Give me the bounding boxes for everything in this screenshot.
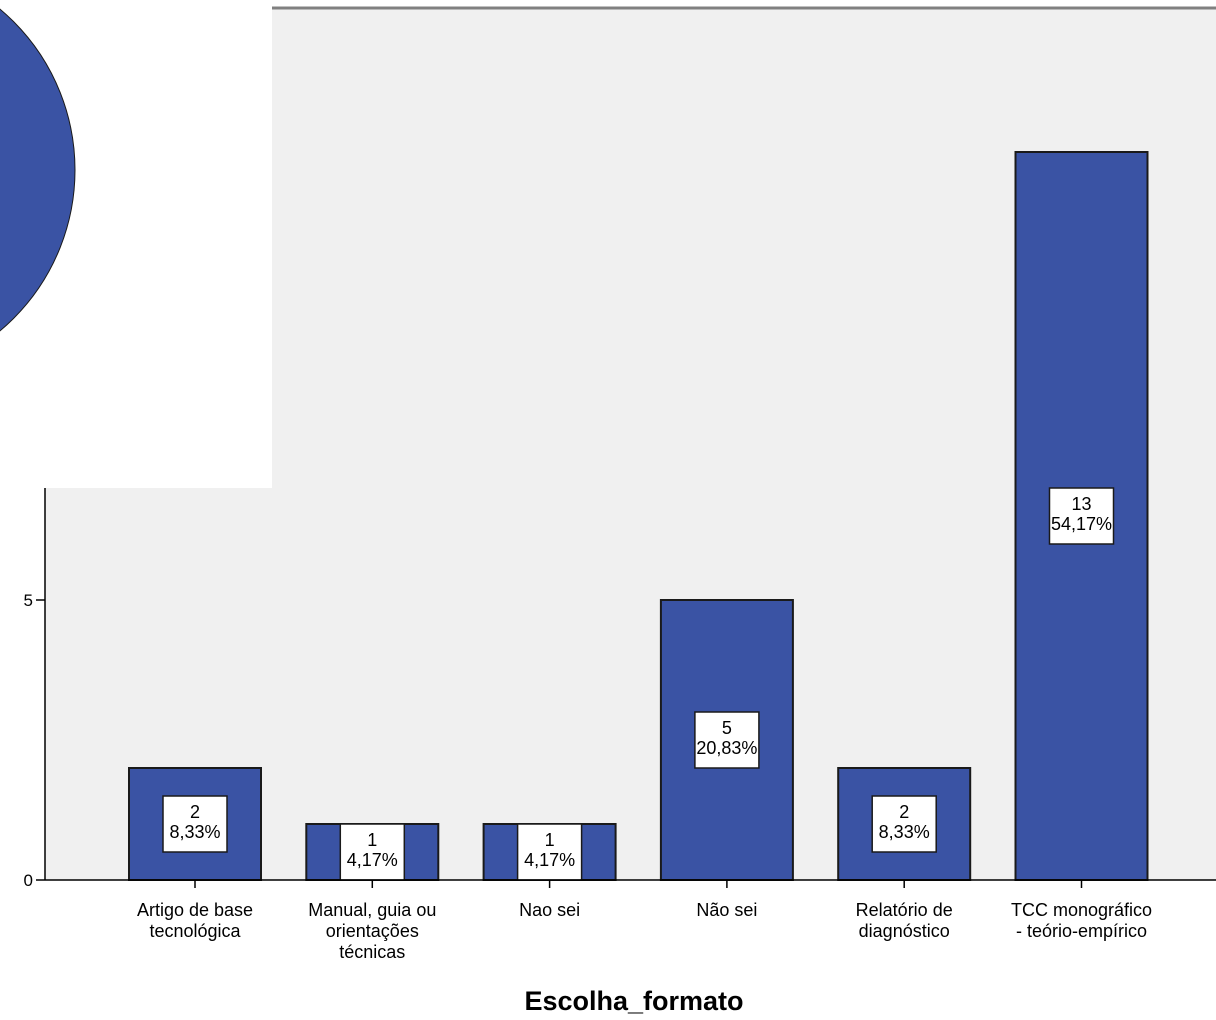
x-tick-label: orientações <box>326 921 419 941</box>
data-label: 1 <box>545 830 555 850</box>
data-label: 8,33% <box>879 822 930 842</box>
data-label: 13 <box>1071 494 1091 514</box>
data-label: 1 <box>367 830 377 850</box>
x-axis-title: Escolha_formato <box>524 986 743 1016</box>
x-tick-label: Manual, guia ou <box>308 900 436 920</box>
x-tick-label: Nao sei <box>519 900 580 920</box>
data-label: 2 <box>899 802 909 822</box>
data-label-box <box>871 795 937 853</box>
data-label-box <box>162 795 228 853</box>
y-tick-label: 5 <box>24 591 33 610</box>
overlay-circle <box>0 8 76 332</box>
x-tick-label: diagnóstico <box>859 921 950 941</box>
x-tick-label: TCC monográfico <box>1011 900 1152 920</box>
x-tick-label: - teório-empírico <box>1016 921 1147 941</box>
x-tick-label: tecnológica <box>149 921 241 941</box>
data-label: 5 <box>722 718 732 738</box>
data-label-box <box>516 823 583 881</box>
data-label: 4,17% <box>347 850 398 870</box>
data-label: 20,83% <box>696 738 757 758</box>
data-label-box <box>694 711 760 769</box>
data-label: 54,17% <box>1051 514 1112 534</box>
x-tick-label: Não sei <box>696 900 757 920</box>
x-tick-label: Artigo de base <box>137 900 253 920</box>
data-label: 8,33% <box>169 822 220 842</box>
data-label: 4,17% <box>524 850 575 870</box>
data-label: 2 <box>190 802 200 822</box>
x-tick-label: Relatório de <box>856 900 953 920</box>
y-tick-label: 0 <box>24 871 33 890</box>
data-label-box <box>1048 487 1115 545</box>
x-tick-label: técnicas <box>339 942 405 962</box>
y-ticks-group: 05 <box>24 591 45 890</box>
